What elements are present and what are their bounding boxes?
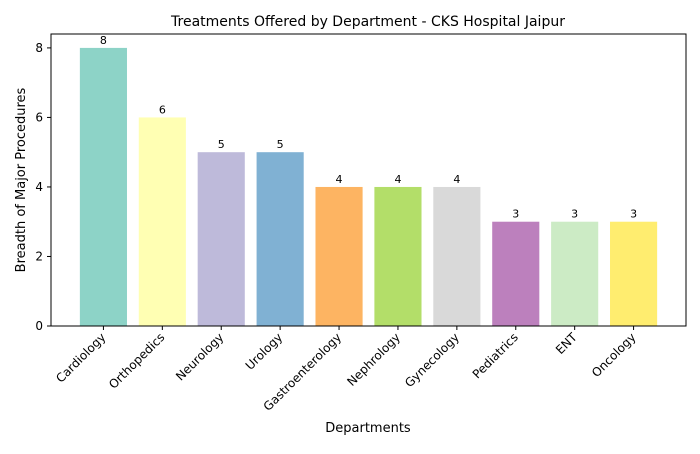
data-label: 8 <box>100 34 107 47</box>
y-tick-label: 8 <box>35 41 43 55</box>
data-label: 3 <box>630 208 637 221</box>
y-tick-label: 6 <box>35 110 43 124</box>
x-tick-label: Cardiology <box>53 330 108 385</box>
bar-orthopedics <box>138 117 186 326</box>
x-tick-label: Pediatrics <box>470 330 521 381</box>
y-tick-label: 2 <box>35 249 43 263</box>
bar-gynecology <box>433 186 481 326</box>
data-label: 6 <box>159 103 166 116</box>
x-tick-label: Oncology <box>589 330 639 380</box>
bar-ent <box>551 221 599 326</box>
bar-neurology <box>197 152 245 326</box>
chart-title: Treatments Offered by Department - CKS H… <box>170 14 565 30</box>
x-tick-label: Orthopedics <box>106 330 167 391</box>
data-label: 4 <box>336 173 343 186</box>
data-label: 4 <box>453 173 460 186</box>
y-tick-label: 4 <box>35 180 43 194</box>
bar-cardiology <box>79 47 127 327</box>
y-axis-label: Breadth of Major Procedures <box>14 87 29 272</box>
data-label: 3 <box>512 208 519 221</box>
x-tick-label: Nephrology <box>344 330 403 389</box>
data-label: 5 <box>218 138 225 151</box>
x-tick-label: Gynecology <box>402 330 462 390</box>
data-label: 4 <box>394 173 401 186</box>
bar-nephrology <box>374 186 422 326</box>
x-tick-label: Urology <box>243 330 286 373</box>
bar-oncology <box>610 221 658 326</box>
axes-frame <box>50 33 687 327</box>
data-label: 5 <box>277 138 284 151</box>
bar-pediatrics <box>492 221 540 326</box>
data-label: 3 <box>571 208 578 221</box>
x-tick-label: ENT <box>553 330 580 357</box>
x-tick-label: Neurology <box>173 330 226 383</box>
bar-gastroenterology <box>315 186 363 326</box>
y-tick-label: 0 <box>35 319 43 333</box>
x-axis-label: Departments <box>325 421 411 436</box>
bar-urology <box>256 152 304 326</box>
